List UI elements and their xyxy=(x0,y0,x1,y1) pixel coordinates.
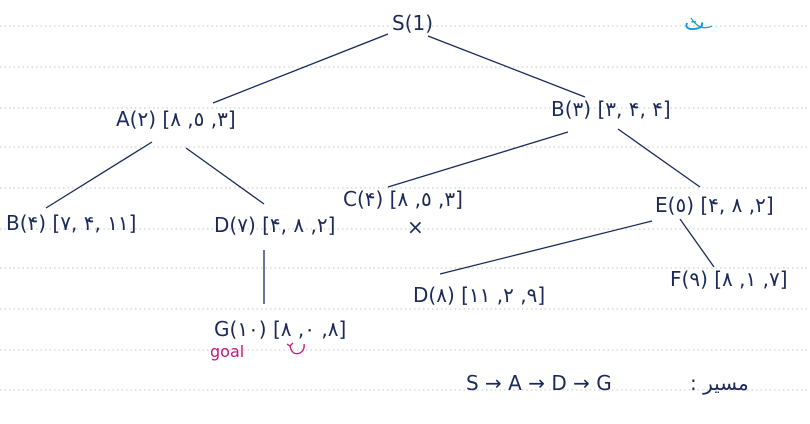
edge-b-c xyxy=(387,131,569,188)
pruned-mark: × xyxy=(407,215,424,239)
corner-note-stroke-icon xyxy=(690,17,713,29)
notebook-ruled-lines xyxy=(0,25,810,391)
node-f: F(٩) [٧, ١, ٨] xyxy=(670,267,788,291)
goal-arrow-head-icon xyxy=(286,342,294,347)
edge-e-d2 xyxy=(439,220,653,275)
node-e: E(٥) [۴, ٢, ٨] xyxy=(655,193,774,217)
node-d2: D(٨) [٩, ٢, ١١] xyxy=(413,283,545,307)
node-b: B(٣) [٣, ۴, ۴] xyxy=(551,97,671,121)
node-a: A(٢) [٣, ٥, ٨] xyxy=(116,107,236,131)
node-d: D(٧) [۴, ٢, ٨] xyxy=(214,213,335,237)
edge-a-b2 xyxy=(45,141,153,209)
edge-b-e xyxy=(617,128,701,188)
edge-e-f xyxy=(679,218,715,268)
solution-path: S → A → D → G xyxy=(466,371,612,395)
goal-label: goal xyxy=(210,342,244,361)
edge-s-b xyxy=(427,35,586,98)
tree-nodes: S(1) A(٢) [٣, ٥, ٨] B(٣) [٣, ۴, ۴] B(۴) … xyxy=(6,11,788,341)
corner-note: ت xyxy=(684,11,705,36)
node-s: S(1) xyxy=(392,11,433,35)
goal-arrow-icon xyxy=(289,343,305,355)
node-b2: B(۴) [٧, ۴, ١١] xyxy=(6,211,136,235)
node-c: C(۴) [٣, ٥, ٨] xyxy=(343,187,463,211)
tree-edges xyxy=(45,33,715,304)
node-g: G(١٠) [٨, ٠, ٨] xyxy=(214,317,346,341)
edge-s-a xyxy=(212,33,389,104)
edge-a-d xyxy=(185,147,265,205)
solution-path-label: : مسیر xyxy=(690,371,749,395)
